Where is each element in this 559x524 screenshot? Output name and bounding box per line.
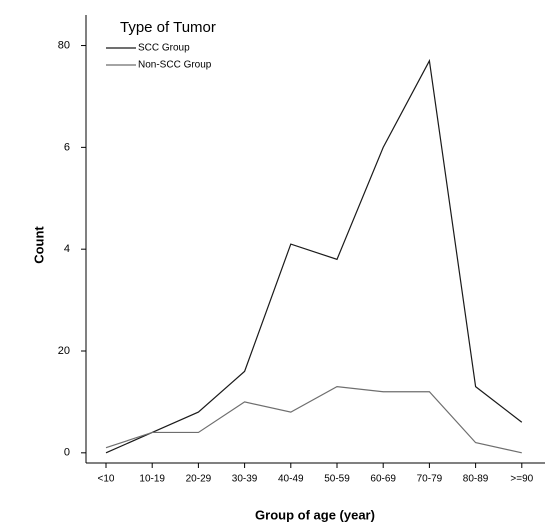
x-tick-label: 40-49 <box>278 474 304 485</box>
legend-title: Type of Tumor <box>120 19 216 36</box>
series-line <box>105 58 523 454</box>
x-tick-label: 10-19 <box>139 474 165 485</box>
y-tick-label: 80 <box>58 39 70 51</box>
legend-label: SCC Group <box>138 43 190 54</box>
x-tick-label: <10 <box>98 474 115 485</box>
x-axis-label: Group of age (year) <box>255 507 375 522</box>
x-tick-label: >=90 <box>510 474 533 485</box>
x-tick-label: 70-79 <box>417 474 443 485</box>
y-axis-label: Count <box>31 226 46 264</box>
x-tick-label: 50-59 <box>324 474 350 485</box>
x-tick-label: 30-39 <box>232 474 258 485</box>
y-tick-label: 4 <box>64 243 70 255</box>
legend-label: Non-SCC Group <box>138 60 212 71</box>
x-tick-label: 80-89 <box>463 474 489 485</box>
y-tick-label: 20 <box>58 345 70 357</box>
y-tick-label: 0 <box>64 447 70 459</box>
y-tick-label: 6 <box>64 141 70 153</box>
series-line <box>105 386 522 454</box>
x-tick-label: 60-69 <box>370 474 396 485</box>
x-tick-label: 20-29 <box>186 474 212 485</box>
